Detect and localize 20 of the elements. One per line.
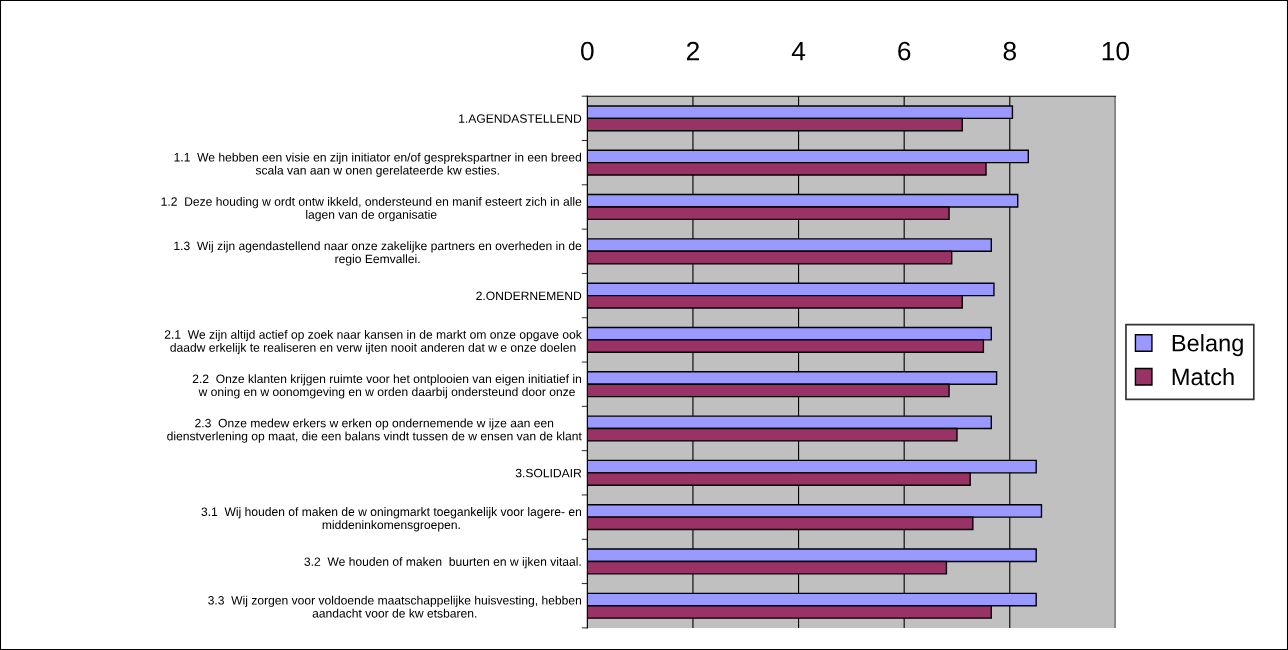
legend-label: Belang: [1172, 334, 1243, 357]
y-tick-label: 3.SOLIDAIR: [515, 468, 582, 478]
x-tick-label: 8: [1003, 41, 1016, 61]
y-tick-label: 2.3 Onze medew erkers w erken op ondernemende w ijze aan een dienstverlening op maat, die een balans vindt tussen de w ensen van de klant: [167, 418, 582, 443]
y-tick-label: 3.3 Wij zorgen voor voldoende maatschappelijke huisvesting, hebben aandacht voor de kw etsbaren.: [208, 595, 582, 618]
x-tick-label: 2: [686, 41, 699, 61]
x-tick-label: 10: [1102, 41, 1130, 61]
y-tick-label: 1.2 Deze houding w ordt ontw ikkeld, ondersteund en manif esteert zich in alle lagen van de organisatie: [161, 196, 582, 222]
y-tick-label: 1.AGENDASTELLEND: [459, 114, 582, 123]
x-tick-label: 0: [581, 41, 594, 61]
legend-label: Match: [1172, 367, 1234, 386]
y-tick-label: 3.2 We houden of maken buurten en w ijken vitaal.: [304, 557, 581, 569]
y-tick-label: 3.1 Wij houden of maken de w oningmarkt toegankelijk voor lagere- en middeninkomensgroepen.: [201, 507, 582, 532]
y-tick-label: 1.1 We hebben een visie en zijn initiator en/of gesprekspartner in een breed scala van aan w onen gerelateerde kw esties.: [174, 152, 582, 177]
x-tick-label: 6: [898, 41, 911, 61]
y-tick-label: 1.3 Wij zijn agendastellend naar onze zakelijke partners en overheden in de regio Eemvallei.: [174, 241, 582, 266]
y-tick-label: 2.2 Onze klanten krijgen ruimte voor het ontplooien van eigen initiatief in w oning en w oonomgeving en w orden daarbij ondersteund door onze: [192, 374, 582, 399]
x-tick-label: 4: [791, 42, 806, 61]
y-tick-label: 2.1 We zijn altijd actief op zoek naar kansen in de markt om onze opgave ook daadw erkelijk te realiseren en verw ijten nooit anderen dat w e onze doelen: [164, 329, 582, 355]
y-tick-label: 2.ONDERNEMEND: [476, 291, 582, 301]
